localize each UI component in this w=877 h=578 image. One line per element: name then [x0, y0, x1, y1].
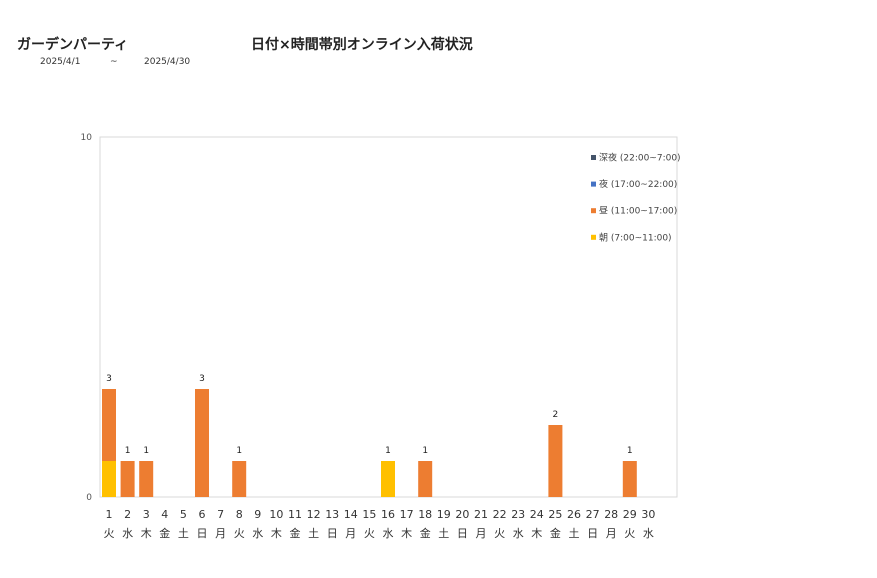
x-tick-label: 8: [236, 508, 243, 521]
x-tick-label: 12: [307, 508, 321, 521]
x-tick-label: 10: [269, 508, 283, 521]
x-weekday-label: 土: [308, 527, 319, 540]
y-tick-label: 10: [81, 133, 93, 143]
x-tick-label: 17: [400, 508, 414, 521]
data-label-6: 3: [199, 374, 205, 384]
x-weekday-label: 水: [513, 527, 524, 540]
legend-entry: 深夜 (22:00~7:00): [599, 152, 681, 164]
x-tick-label: 21: [474, 508, 488, 521]
legend-swatch: [591, 181, 596, 187]
bar-segment-16-s0: [381, 461, 395, 497]
data-label-2: 1: [125, 446, 131, 456]
period-separator: ~: [110, 57, 118, 67]
data-label-8: 1: [236, 446, 242, 456]
period-start: 2025/4/1: [40, 57, 81, 67]
bar-segment-1-s1: [102, 389, 116, 461]
x-tick-label: 25: [548, 508, 562, 521]
data-label-3: 1: [143, 446, 149, 456]
x-tick-label: 30: [641, 508, 655, 521]
x-weekday-label: 水: [122, 527, 133, 540]
x-weekday-label: 月: [476, 527, 487, 540]
x-tick-label: 28: [604, 508, 618, 521]
x-tick-label: 27: [586, 508, 600, 521]
x-weekday-label: 火: [624, 527, 635, 540]
bar-segment-3-s1: [139, 461, 154, 497]
x-weekday-label: 木: [531, 527, 542, 540]
legend-entry: 夜 (17:00~22:00): [599, 178, 677, 190]
x-tick-label: 1: [106, 508, 113, 521]
x-weekday-label: 木: [271, 527, 282, 540]
x-weekday-label: 日: [457, 527, 468, 540]
x-weekday-label: 金: [159, 526, 170, 540]
x-weekday-label: 月: [215, 527, 226, 540]
x-tick-label: 14: [344, 508, 358, 521]
x-tick-label: 11: [288, 508, 302, 521]
data-label-1: 3: [106, 374, 112, 384]
x-weekday-label: 火: [494, 527, 505, 540]
legend-entry: 朝 (7:00~11:00): [599, 232, 672, 243]
x-weekday-label: 木: [401, 527, 412, 540]
x-tick-label: 15: [362, 508, 376, 521]
bar-segment-29-s1: [622, 461, 637, 497]
x-tick-label: 16: [381, 508, 395, 521]
x-tick-label: 23: [511, 508, 525, 521]
legend-swatch: [591, 234, 596, 240]
bar-segment-8-s1: [232, 461, 247, 497]
bar-segment-2-s1: [120, 461, 135, 497]
x-weekday-label: 土: [569, 527, 580, 540]
x-weekday-label: 日: [327, 527, 338, 540]
x-weekday-label: 水: [643, 527, 654, 540]
x-tick-label: 13: [325, 508, 339, 521]
plot-area: [99, 136, 678, 498]
legend-swatch: [591, 155, 596, 160]
x-weekday-label: 火: [234, 527, 245, 540]
data-label-18: 1: [422, 446, 428, 456]
x-weekday-label: 日: [587, 527, 598, 540]
x-tick-label: 3: [143, 508, 150, 521]
x-weekday-label: 土: [178, 527, 189, 540]
x-weekday-label: 土: [438, 527, 449, 540]
x-tick-label: 18: [418, 508, 432, 521]
x-weekday-label: 金: [420, 526, 431, 540]
x-tick-label: 29: [623, 508, 637, 521]
x-tick-label: 19: [437, 508, 451, 521]
data-label-29: 1: [627, 446, 633, 456]
x-weekday-label: 水: [252, 527, 263, 540]
x-tick-label: 5: [180, 508, 187, 521]
x-tick-label: 26: [567, 508, 581, 521]
x-weekday-label: 月: [345, 527, 356, 540]
x-weekday-label: 火: [104, 527, 115, 540]
x-tick-label: 20: [455, 508, 469, 521]
x-weekday-label: 日: [197, 527, 208, 540]
x-tick-label: 6: [199, 508, 206, 521]
bar-segment-6-s1: [195, 389, 209, 497]
x-tick-label: 7: [217, 508, 224, 521]
data-label-25: 2: [553, 410, 559, 420]
shop-name: ガーデンパーティ: [17, 37, 129, 53]
legend-swatch: [591, 208, 596, 214]
x-weekday-label: 火: [364, 527, 375, 540]
x-weekday-label: 月: [606, 527, 617, 540]
data-label-16: 1: [385, 446, 391, 456]
x-weekday-label: 水: [383, 527, 394, 540]
x-tick-label: 24: [530, 508, 544, 521]
x-tick-label: 2: [124, 508, 131, 521]
bar-segment-18-s1: [418, 461, 433, 497]
x-tick-label: 4: [161, 508, 168, 521]
legend-entry: 昼 (11:00~17:00): [599, 206, 677, 217]
period-end: 2025/4/30: [144, 57, 191, 67]
bar-segment-1-s0: [102, 461, 116, 497]
x-tick-label: 9: [254, 508, 261, 521]
bar-segment-25-s1: [548, 425, 563, 497]
x-weekday-label: 金: [550, 526, 561, 540]
x-weekday-label: 金: [290, 526, 301, 540]
x-tick-label: 22: [493, 508, 507, 521]
x-weekday-label: 木: [141, 527, 152, 540]
chart-title: 日付×時間帯別オンライン入荷状況: [251, 37, 473, 53]
y-tick-label: 0: [86, 493, 92, 503]
